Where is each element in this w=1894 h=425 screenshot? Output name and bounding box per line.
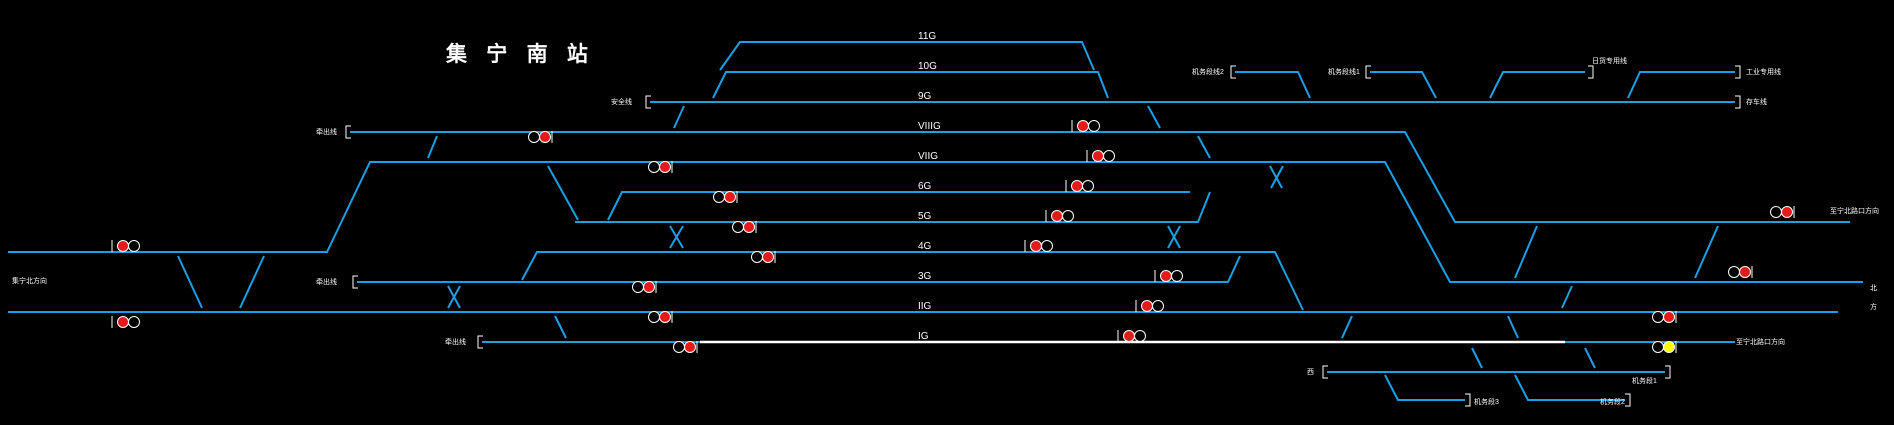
signal-4G-left[interactable] [751, 251, 776, 263]
label-engine-bottom3: 机务段3 [1474, 399, 1499, 406]
track-6G[interactable] [607, 191, 1190, 221]
signal-IIG-east[interactable] [1652, 311, 1677, 323]
label-storage-line: 存车线 [1746, 99, 1767, 106]
signal-5G-right[interactable] [1045, 210, 1074, 222]
signal-IG-left[interactable] [673, 341, 698, 353]
signal-3G-right[interactable] [1154, 270, 1183, 282]
track-label-3G: 3G [918, 271, 932, 282]
track-4G[interactable] [521, 251, 1304, 311]
track-label-IIG: IIG [918, 301, 932, 312]
track-label-VIIG: VIIG [918, 151, 939, 162]
label-engine-line2: 机务段线2 [1192, 69, 1224, 76]
label-traction-left-bottom: 牵出线 [445, 339, 466, 346]
label-east-direction-bottom: 至宁北路口方向 [1736, 339, 1785, 346]
track-label-IG: IG [918, 331, 929, 342]
track-3G[interactable] [357, 255, 1241, 283]
track-label-11G: 11G [918, 31, 937, 42]
track-10G[interactable] [712, 71, 1109, 99]
signal-IG-right[interactable] [1117, 330, 1146, 342]
label-safety-line: 安全线 [611, 99, 632, 106]
label-far-right-top: 北 [1870, 285, 1877, 292]
signal-VIIG-left[interactable] [648, 161, 673, 173]
label-east-direction-top: 至宁北路口方向 [1830, 208, 1879, 215]
track-VIIG[interactable] [326, 161, 1863, 283]
track-label-10G: 10G [918, 61, 937, 72]
label-jining-north: 集宁北方向 [12, 278, 47, 285]
label-industrial-line: 工业专用线 [1746, 69, 1781, 76]
signal-VIIIG-right[interactable] [1071, 120, 1100, 132]
track-11G[interactable] [719, 41, 1095, 71]
label-far-right-bottom: 方 [1870, 304, 1877, 311]
track-label-5G: 5G [918, 211, 932, 222]
track-label-VIIIG: VIIIG [918, 121, 941, 132]
track-label-4G: 4G [918, 241, 932, 252]
track-label-9G: 9G [918, 91, 932, 102]
label-traction-left-mid: 牵出线 [316, 279, 337, 286]
signal-VIIIG-left[interactable] [528, 131, 553, 143]
signal-left-main-top[interactable] [111, 240, 140, 252]
track-special-line[interactable] [1489, 71, 1585, 99]
track-engine-line2[interactable] [1235, 71, 1311, 99]
signal-3G-left[interactable] [632, 281, 657, 293]
signal-left-main-bottom[interactable] [111, 316, 140, 328]
track-5G[interactable] [575, 191, 1211, 223]
signal-east-mid[interactable] [1728, 266, 1753, 278]
label-engine-bottom2: 机务段2 [1600, 399, 1625, 406]
label-special-line: 日货专用线 [1592, 58, 1627, 65]
signal-6G-right[interactable] [1065, 180, 1094, 192]
signal-4G-right[interactable] [1024, 240, 1053, 252]
label-bottom-left-stub: 西 [1307, 369, 1314, 376]
station-title: 集 宁 南 站 [446, 41, 594, 66]
signal-VIIG-right[interactable] [1086, 150, 1115, 162]
label-engine-bottom1: 机务段1 [1632, 378, 1657, 385]
track-label-6G: 6G [918, 181, 932, 192]
signal-IIG-left[interactable] [648, 311, 673, 323]
signal-east-top[interactable] [1770, 206, 1795, 218]
track-VIIIG[interactable] [350, 131, 1850, 223]
label-engine-line1: 机务段线1 [1328, 69, 1360, 76]
signal-6G-left[interactable] [713, 191, 738, 203]
signal-IIG-right[interactable] [1135, 300, 1164, 312]
track-engine-line1[interactable] [1370, 71, 1437, 99]
track-industrial-line[interactable] [1627, 71, 1735, 99]
label-traction-left-top: 牵出线 [316, 129, 337, 136]
signal-IG-east[interactable] [1652, 341, 1677, 353]
signal-5G-left[interactable] [732, 221, 757, 233]
